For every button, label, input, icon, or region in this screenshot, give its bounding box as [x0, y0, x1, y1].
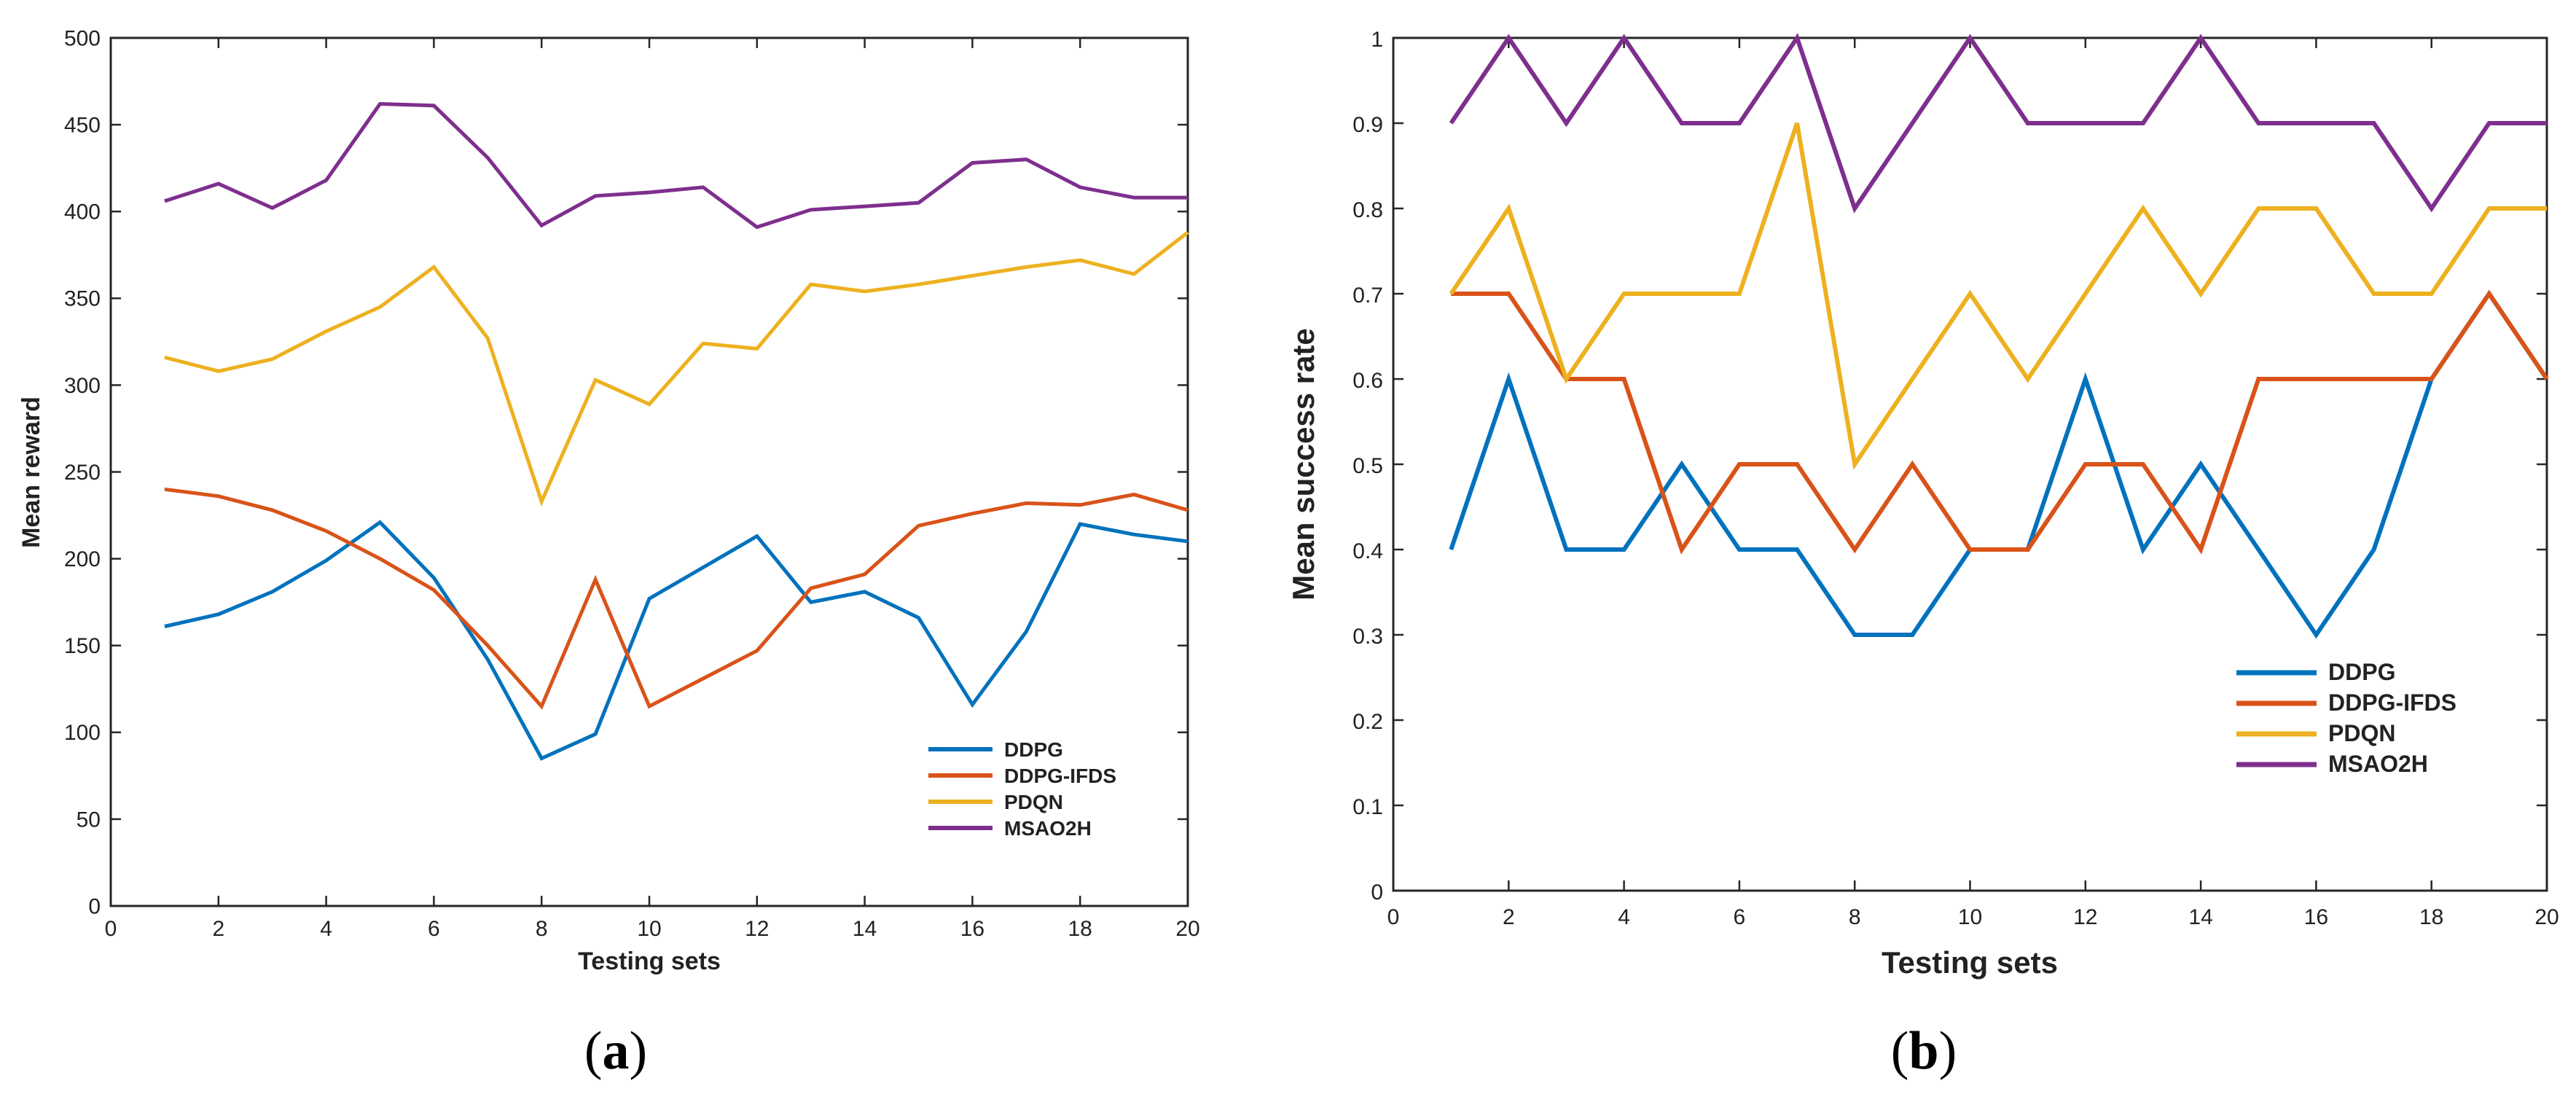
- panel-a-ytick-label: 200: [64, 547, 101, 571]
- panel-b-ytick-label: 0.4: [1352, 539, 1383, 563]
- panel-b-ytick-label: 0.8: [1352, 198, 1383, 222]
- panel-a-xtick-label: 18: [1068, 917, 1092, 941]
- panel-b-xtick-label: 6: [1734, 905, 1746, 929]
- panel-a-xtick-label: 12: [745, 917, 769, 941]
- caption-a: (a): [584, 1021, 647, 1081]
- series-line-ddpg-ifds: [1451, 289, 2549, 555]
- panel-a-ytick-label: 50: [77, 808, 101, 832]
- panel-a-ytick-label: 450: [64, 114, 101, 138]
- legend-label-ddpg-ifds: DDPG-IFDS: [2328, 689, 2456, 716]
- caption-b: (b): [1891, 1021, 1957, 1081]
- panel-b-xtick-label: 18: [2419, 905, 2443, 929]
- panel-b-ytick-label: 0: [1371, 880, 1383, 904]
- panel-a-xtick-label: 6: [428, 917, 440, 941]
- panel-a-lines: [164, 101, 1189, 761]
- series-line-ddpg-ifds: [164, 487, 1189, 710]
- legend-label-pdqn: PDQN: [2328, 720, 2395, 746]
- panel-a-xlabel: Testing sets: [578, 948, 721, 975]
- series-line-pdqn: [1449, 122, 2547, 470]
- panel-a-ylabel: Mean reward: [17, 396, 45, 548]
- legend-label-ddpg: DDPG: [2328, 659, 2395, 685]
- panel-a-xtick-label: 20: [1175, 917, 1199, 941]
- panel-b-ytick-label: 0.6: [1352, 369, 1383, 393]
- panel-b-legend: DDPG DDPG-IFDS PDQN MSAO2H: [2226, 652, 2532, 788]
- panel-a-ytick-label: 150: [64, 634, 101, 658]
- panel-b-lines: [1449, 33, 2549, 639]
- panel-a-chart: 0 2 4 6 8 10 12 14 16 18 2005010015020025030035040…: [17, 26, 1200, 975]
- panel-a-xtick-label: 10: [637, 917, 661, 941]
- legend-label-ddpg-ifds: DDPG-IFDS: [1004, 765, 1116, 787]
- panel-b-ytick-label: 0.2: [1352, 710, 1383, 734]
- panel-a-ticks: 0 2 4 6 8 10 12 14 16 18 2005010015020025030035040…: [64, 26, 1200, 941]
- panel-b-xtick-label: 8: [1849, 905, 1861, 929]
- panel-b-xtick-label: 16: [2304, 905, 2328, 929]
- panel-a-ytick-label: 500: [64, 26, 101, 50]
- panel-b-xtick-label: 14: [2188, 905, 2212, 929]
- panel-b-ytick-label: 0.5: [1352, 454, 1383, 478]
- panel-a-ytick-label: 400: [64, 200, 101, 224]
- panel-a-xtick-label: 4: [320, 917, 332, 941]
- panel-b-ytick-label: 0.3: [1352, 625, 1383, 649]
- series-line-ddpg: [164, 520, 1189, 761]
- series-line-msao2h: [1449, 33, 2547, 214]
- panel-a-xtick-label: 8: [536, 917, 548, 941]
- series-line-msao2h: [164, 101, 1188, 230]
- panel-b-xtick-label: 12: [2073, 905, 2097, 929]
- panel-b-ticks: 0 2 4 6 8 10 12 14 16 18 20 0 0.1 0.2 0.3 0.4 0.5 0.6 0.7 0…: [1352, 28, 2559, 929]
- panel-b-ytick-label: 0.7: [1352, 284, 1383, 308]
- panel-b-ylabel: Mean success rate: [1286, 328, 1320, 601]
- panel-b-xtick-label: 2: [1503, 905, 1515, 929]
- legend-label-ddpg: DDPG: [1004, 738, 1063, 761]
- panel-b-xtick-label: 4: [1618, 905, 1630, 929]
- panel-b-xtick-label: 10: [1958, 905, 1982, 929]
- panel-b-ytick-label: 0.9: [1352, 113, 1383, 137]
- panel-a-ytick-label: 350: [64, 287, 101, 311]
- legend-label-pdqn: PDQN: [1004, 791, 1063, 813]
- panel-a-xtick-label: 2: [212, 917, 224, 941]
- panel-a-xtick-label: 0: [105, 917, 117, 941]
- panel-b-xtick-label: 0: [1387, 905, 1400, 929]
- legend-label-msao2h: MSAO2H: [1004, 817, 1092, 840]
- panel-a-ytick-label: 300: [64, 374, 101, 398]
- panel-a-ytick-label: 250: [64, 461, 101, 485]
- panel-b-xlabel: Testing sets: [1882, 945, 2058, 980]
- panel-a-legend: DDPG DDPG-IFDS PDQN MSAO2H: [918, 729, 1159, 847]
- panel-a-xtick-label: 14: [853, 917, 877, 941]
- panel-b-xtick-label: 20: [2534, 905, 2559, 929]
- panel-b-chart: 0 2 4 6 8 10 12 14 16 18 20 0 0.1 0.2 0.3 0.4 0.5 0.6 0.7 0…: [1286, 28, 2559, 980]
- panel-a-ytick-label: 0: [88, 894, 101, 918]
- panel-b-ytick-label: 1: [1371, 28, 1383, 52]
- legend-label-msao2h: MSAO2H: [2328, 751, 2428, 777]
- series-line-pdqn: [164, 230, 1189, 507]
- panel-a-xtick-label: 16: [960, 917, 984, 941]
- panel-b-ytick-label: 0.1: [1352, 795, 1383, 819]
- panel-a-ytick-label: 100: [64, 721, 101, 745]
